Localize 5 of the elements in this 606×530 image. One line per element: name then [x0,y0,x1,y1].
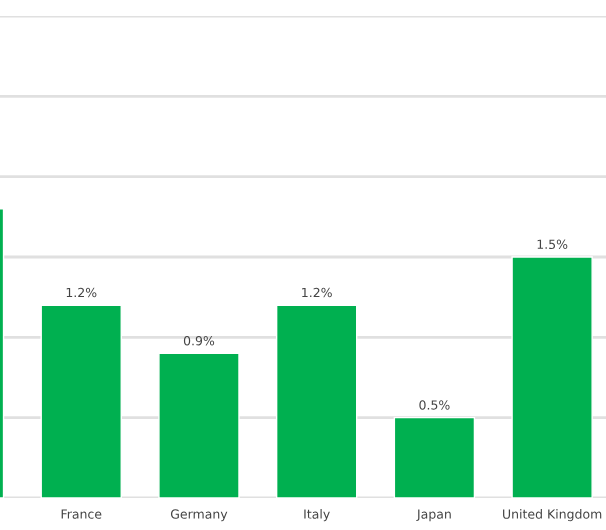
bar [40,304,122,498]
bar [158,352,240,498]
bar [511,256,593,498]
bar [275,304,358,498]
bar [393,416,476,498]
